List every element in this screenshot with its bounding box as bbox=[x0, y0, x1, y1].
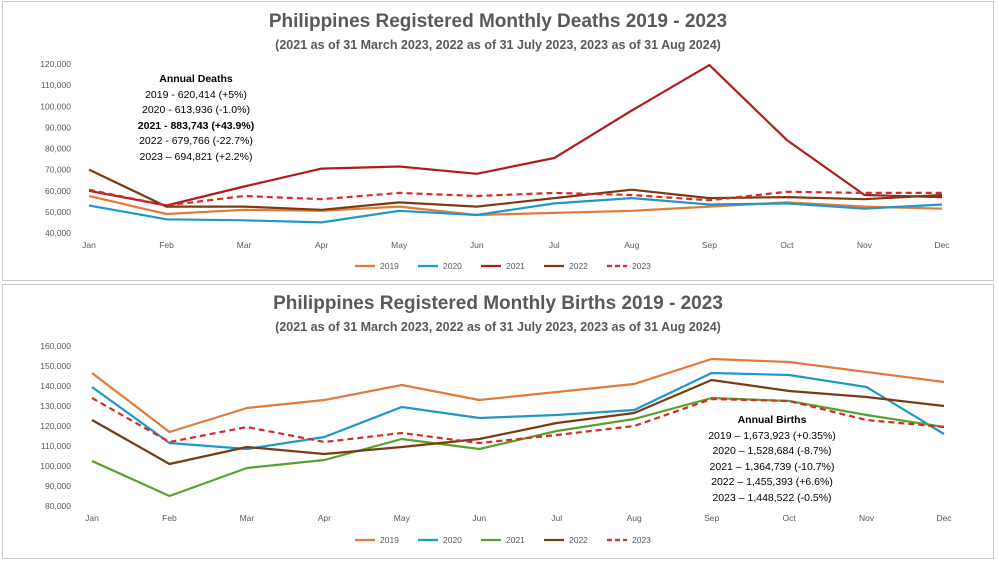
x-tick-label: Jul bbox=[551, 513, 562, 523]
annual-deaths-line: 2023 – 694,821 (+2.2%) bbox=[139, 150, 253, 163]
annual-births-line: 2023 – 1,448,522 (-0.5%) bbox=[712, 491, 832, 504]
y-tick-label: 160,000 bbox=[40, 341, 71, 351]
y-tick-label: 150,000 bbox=[40, 361, 71, 371]
series-line-2023 bbox=[91, 397, 945, 445]
x-tick-label: Nov bbox=[859, 513, 875, 523]
y-tick-label: 110,000 bbox=[41, 80, 71, 90]
series-line-2019 bbox=[88, 194, 943, 217]
deaths-chart-panel: Philippines Registered Monthly Deaths 20… bbox=[2, 1, 994, 281]
annual-deaths-line: 2022 - 679,766 (-22.7%) bbox=[139, 135, 253, 147]
y-tick-label: 140,000 bbox=[40, 381, 71, 391]
legend-label: 2021 bbox=[506, 261, 525, 271]
x-tick-label: Jan bbox=[82, 240, 96, 250]
x-tick-label: Mar bbox=[240, 513, 255, 523]
annual-deaths-annotation: Annual Deaths 2019 - 620,414 (+5%) 2020 … bbox=[121, 72, 271, 165]
series-line-2019 bbox=[91, 357, 945, 434]
annual-births-line: 2021 – 1,364,739 (-10.7%) bbox=[709, 460, 835, 473]
x-tick-label: Feb bbox=[162, 513, 177, 523]
deaths-chart-title: Philippines Registered Monthly Deaths 20… bbox=[268, 11, 728, 32]
y-tick-label: 40,000 bbox=[45, 228, 71, 238]
x-tick-label: Nov bbox=[857, 240, 873, 250]
annual-deaths-line: 2019 - 620,414 (+5%) bbox=[145, 88, 247, 101]
y-tick-label: 120,000 bbox=[40, 421, 71, 431]
annual-births-annotation: Annual Births 2019 – 1,673,923 (+0.35%) … bbox=[687, 413, 857, 506]
series-line-2020 bbox=[88, 197, 943, 224]
x-tick-label: Jun bbox=[470, 240, 484, 250]
y-tick-label: 80,000 bbox=[45, 144, 71, 154]
x-tick-label: Jun bbox=[472, 513, 486, 523]
annual-births-heading: Annual Births bbox=[737, 414, 807, 426]
x-tick-label: Oct bbox=[782, 513, 796, 523]
series-line-2020 bbox=[91, 371, 945, 451]
y-tick-label: 100,000 bbox=[40, 101, 71, 111]
y-tick-label: 50,000 bbox=[45, 207, 71, 217]
annual-births-line: 2020 – 1,528,684 (-8.7%) bbox=[712, 445, 832, 457]
x-tick-label: Oct bbox=[780, 240, 794, 250]
x-tick-label: Dec bbox=[934, 240, 950, 250]
y-tick-label: 90,000 bbox=[45, 122, 71, 132]
legend-label: 2021 bbox=[506, 535, 525, 545]
annual-deaths-heading: Annual Deaths bbox=[159, 73, 233, 85]
legend-label: 2019 bbox=[380, 261, 399, 271]
annual-deaths-line: 2020 - 613,936 (-1.0%) bbox=[142, 104, 250, 116]
annual-births-line: 2019 – 1,673,923 (+0.35%) bbox=[708, 429, 836, 442]
x-tick-label: Feb bbox=[159, 240, 174, 250]
x-tick-label: Apr bbox=[318, 513, 331, 523]
x-tick-label: Sep bbox=[702, 240, 717, 250]
y-tick-label: 130,000 bbox=[40, 401, 71, 411]
deaths-chart-plot: 40,000 50,000 60,000 70,000 80,000 90,000 100,… bbox=[40, 59, 950, 271]
x-tick-label: Dec bbox=[936, 513, 952, 523]
x-tick-label: Aug bbox=[627, 513, 642, 523]
births-chart-plot: 80,000 90,000 100,000 110,000 120,000 130,000… bbox=[40, 341, 952, 545]
births-chart-subtitle: (2021 as of 31 March 2023, 2022 as of 31… bbox=[275, 320, 721, 334]
series-line-2022 bbox=[88, 168, 943, 211]
x-tick-label: Mar bbox=[237, 240, 252, 250]
legend-label: 2022 bbox=[569, 535, 588, 545]
births-chart-panel: Philippines Registered Monthly Births 20… bbox=[2, 284, 994, 559]
legend-label: 2020 bbox=[443, 535, 462, 545]
annual-deaths-line: 2021 - 883,743 (+43.9%) bbox=[137, 119, 255, 132]
x-tick-label: Jan bbox=[85, 513, 99, 523]
births-chart-title: Philippines Registered Monthly Births 20… bbox=[273, 293, 723, 314]
y-tick-label: 120,000 bbox=[40, 59, 71, 69]
y-tick-label: 100,000 bbox=[40, 461, 71, 471]
legend-label: 2023 bbox=[632, 261, 651, 271]
legend-label: 2020 bbox=[443, 261, 462, 271]
x-tick-label: Jul bbox=[549, 240, 560, 250]
series-line-2023 bbox=[88, 188, 942, 207]
legend-label: 2023 bbox=[632, 535, 651, 545]
y-tick-label: 110,000 bbox=[41, 441, 71, 451]
x-tick-label: May bbox=[394, 513, 411, 523]
y-tick-label: 70,000 bbox=[45, 165, 71, 175]
legend-label: 2022 bbox=[569, 261, 588, 271]
y-tick-label: 80,000 bbox=[45, 501, 71, 511]
annual-births-line: 2022 – 1,455,393 (+6.6%) bbox=[711, 476, 833, 488]
legend-label: 2019 bbox=[380, 535, 399, 545]
deaths-chart-subtitle: (2021 as of 31 March 2023, 2022 as of 31… bbox=[275, 38, 721, 52]
series-line-2021 bbox=[88, 63, 943, 207]
y-tick-label: 60,000 bbox=[45, 186, 71, 196]
y-tick-label: 90,000 bbox=[45, 481, 71, 491]
x-tick-label: Sep bbox=[704, 513, 719, 523]
series-line-2022 bbox=[91, 378, 945, 466]
x-tick-label: Aug bbox=[624, 240, 639, 250]
x-tick-label: May bbox=[391, 240, 408, 250]
x-tick-label: Apr bbox=[315, 240, 328, 250]
